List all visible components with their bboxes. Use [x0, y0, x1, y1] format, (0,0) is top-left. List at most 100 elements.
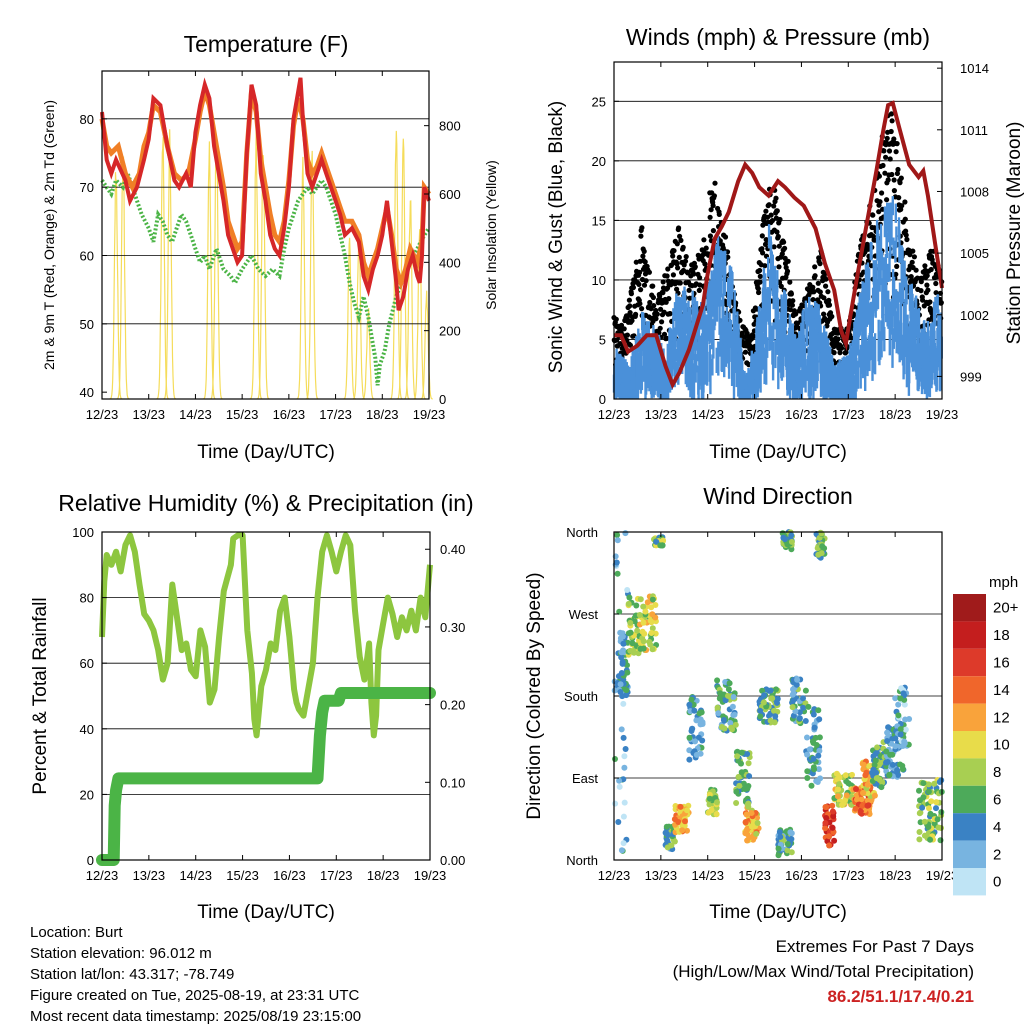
direction-point — [788, 849, 795, 856]
direction-point — [733, 788, 740, 795]
direction-point — [921, 818, 928, 825]
legend-swatch — [953, 868, 986, 896]
direction-point — [845, 780, 852, 787]
direction-point — [766, 712, 772, 719]
y-right-tick-label: 0.00 — [440, 853, 465, 868]
gust-point — [810, 297, 816, 303]
legend-label: 14 — [993, 682, 1010, 699]
direction-point — [699, 737, 706, 744]
gust-point — [711, 193, 718, 199]
direction-point — [927, 836, 934, 843]
direction-point — [815, 707, 822, 714]
direction-point — [892, 695, 899, 702]
gust-point — [642, 259, 648, 265]
legend-label: 12 — [993, 709, 1010, 726]
gust-point — [639, 225, 645, 231]
gust-point — [654, 311, 660, 317]
direction-point — [625, 630, 632, 637]
x-tick-label: 15/23 — [226, 407, 259, 422]
direction-point — [622, 530, 629, 537]
legend-label: 6 — [993, 792, 1001, 809]
gust-point — [712, 180, 718, 186]
direction-point — [626, 594, 633, 601]
y-left-tick-label: 0 — [599, 392, 606, 407]
direction-point — [865, 802, 872, 809]
y-right-tick-label: 1014 — [960, 61, 989, 76]
winds-panel: Winds (mph) & Pressure (mb) 0 5 10 15 20 25 99… — [546, 24, 1024, 463]
direction-point — [826, 833, 833, 840]
direction-point — [734, 753, 741, 760]
direction-point — [686, 701, 693, 708]
direction-point — [769, 695, 776, 702]
gust-point — [789, 302, 796, 308]
solar-spike — [296, 156, 310, 400]
gust-point — [907, 252, 913, 258]
solar-spike — [396, 138, 410, 400]
direction-point — [788, 532, 795, 539]
direction-point — [816, 716, 823, 723]
gust-point — [658, 306, 664, 312]
humidity-frame — [101, 531, 431, 861]
y-left-tick-label: 25 — [592, 94, 606, 109]
direction-point — [621, 764, 628, 771]
direction-point — [826, 842, 833, 849]
direction-point — [748, 810, 755, 816]
direction-point — [718, 724, 725, 730]
gust-point — [640, 253, 646, 259]
direction-point — [853, 786, 859, 792]
gust-point — [790, 298, 796, 304]
gust-point — [821, 295, 827, 301]
y-right-tick-label: 0.10 — [440, 775, 465, 790]
direction-point — [614, 532, 621, 538]
humidity-title: Relative Humidity (%) & Precipitation (i… — [58, 490, 473, 516]
gust-point — [760, 250, 766, 256]
gust-point — [725, 254, 731, 260]
y-tick-label: East — [572, 771, 598, 786]
direction-point — [901, 738, 908, 745]
gust-point — [776, 243, 782, 249]
direction-point — [647, 617, 654, 624]
gust-point — [633, 311, 639, 317]
direction-point — [815, 752, 822, 759]
gust-point — [661, 331, 668, 337]
gust-point — [839, 345, 845, 351]
gust-point — [812, 264, 818, 270]
direction-point — [738, 749, 745, 756]
direction-point — [892, 743, 899, 750]
gust-point — [651, 303, 657, 309]
gust-point — [664, 273, 670, 279]
direction-point — [793, 681, 800, 688]
gust-point — [708, 207, 714, 213]
gust-point — [643, 278, 649, 284]
gust-point — [810, 284, 816, 290]
direction-point — [790, 690, 797, 697]
x-tick-label: 13/23 — [132, 407, 165, 422]
gust-point — [775, 233, 781, 240]
legend-swatch — [953, 813, 986, 841]
gust-point — [675, 265, 681, 271]
direction-point — [618, 649, 625, 656]
direction-point — [843, 792, 850, 799]
direction-point — [637, 596, 644, 603]
direction-point — [696, 710, 703, 717]
gust-point — [881, 148, 887, 154]
direction-point — [618, 726, 625, 733]
gust-point — [784, 268, 791, 274]
gust-point — [884, 197, 890, 203]
direction-point — [640, 619, 647, 626]
x-tick-label: 18/23 — [366, 407, 399, 422]
gust-point — [928, 266, 934, 273]
direction-point — [872, 750, 879, 757]
direction-point — [931, 780, 938, 787]
gust-point — [703, 245, 709, 251]
direction-point — [775, 852, 782, 859]
direction-point — [866, 763, 873, 769]
direction-point — [874, 744, 881, 751]
direction-point — [744, 785, 751, 792]
direction-point — [621, 753, 628, 760]
extremes-heading: Extremes For Past 7 Days — [775, 937, 974, 956]
gust-point — [677, 233, 683, 239]
direction-point — [794, 676, 801, 683]
gust-point — [933, 280, 939, 287]
legend-swatch — [953, 758, 986, 786]
